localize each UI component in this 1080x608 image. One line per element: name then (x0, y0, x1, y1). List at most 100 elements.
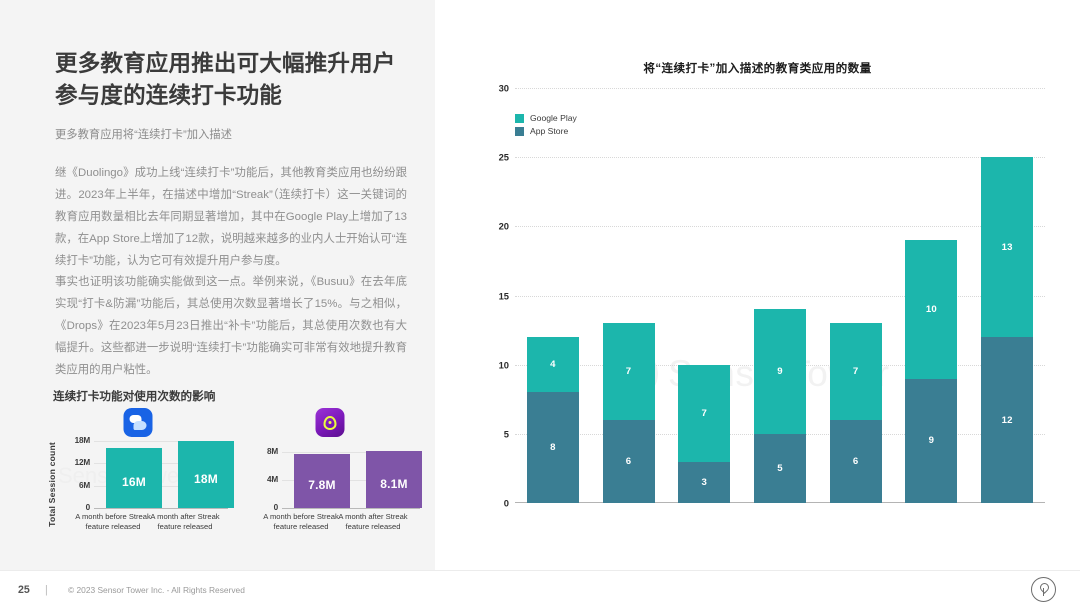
mini-chart-gridline (282, 452, 420, 454)
legend-item-google-play: Google Play (515, 113, 577, 123)
drops-app-icon (315, 408, 345, 437)
chart-y-tick-label: 5 (503, 428, 509, 440)
copyright-text: © 2023 Sensor Tower Inc. - All Rights Re… (68, 584, 245, 595)
chart-bar-group[interactable]: 10 9 (905, 240, 958, 503)
chart-bar-value-label: 9 (928, 435, 935, 447)
chart-bar-segment[interactable]: 10 (905, 240, 958, 379)
chart-bar-value-label: 3 (701, 476, 708, 488)
chart-bar-segment[interactable]: 13 (981, 157, 1034, 337)
chart-legend: Google Play App Store (515, 113, 577, 139)
chart-bar-segment[interactable]: 4 (526, 337, 579, 393)
chart-bar-segment[interactable]: 5 (754, 433, 806, 503)
chart-bar-value-label: 13 (1001, 241, 1013, 253)
footer-divider (0, 570, 1080, 571)
legend-label-google-play: Google Play (530, 113, 577, 123)
body-paragraph-1: 继《Duolingo》成功上线“连续打卡”功能后，其他教育类应用也纷纷跟进。20… (55, 167, 407, 267)
left-content-panel: 更多教育应用推出可大幅推升用户参与度的连续打卡功能 更多教育应用将“连续打卡”加… (0, 0, 435, 570)
chart-y-tick-label: 0 (503, 497, 509, 509)
chart-bar-value-label: 10 (925, 303, 937, 315)
mini-chart-gridline (94, 508, 228, 509)
mini-category-label: A month after Streak feature released (338, 512, 408, 532)
mini-chart-y-tick-label: 0 (273, 503, 279, 512)
page-title: 更多教育应用推出可大幅推升用户参与度的连续打卡功能 (55, 51, 396, 108)
mini-chart-gridline (282, 480, 420, 482)
chart-bar-segment[interactable]: 9 (905, 378, 958, 503)
chart-gridline (515, 88, 1045, 89)
chart-y-tick-label: 10 (498, 359, 509, 371)
chart-bar-segment[interactable]: 9 (754, 309, 806, 434)
chart-y-tick-label: 30 (498, 82, 509, 94)
busuu-app-icon (123, 408, 153, 437)
chart-bar-value-label: 7 (852, 366, 859, 378)
chart-bar-segment[interactable]: 12 (981, 337, 1034, 503)
chart-bar-segment[interactable]: 7 (678, 364, 731, 462)
mini-chart-bar-value-label: 8.1M (380, 476, 408, 491)
mini-chart-y-tick-label: 4M (267, 475, 278, 485)
mini-chart-bar[interactable]: 16M (106, 448, 162, 508)
mini-chart-bar[interactable]: 8.1M (366, 451, 422, 508)
mini-category-label: A month before Streak feature released (75, 512, 151, 532)
chart-bar-group[interactable]: 13 12 (981, 157, 1034, 503)
chart-bar-segment[interactable]: 6 (602, 420, 655, 503)
chart-bar-value-label: 7 (625, 366, 632, 378)
chart-bar-value-label: 4 (550, 359, 556, 371)
chart-gridline (515, 295, 1045, 297)
chart-bar-value-label: 6 (852, 456, 859, 467)
mini-charts-title: 连续打卡功能对使用次数的影响 (53, 390, 216, 403)
mini-chart-bar[interactable]: 7.8M (294, 453, 350, 508)
page-number: 25 (18, 583, 30, 596)
footer-separator: | (45, 583, 48, 596)
chart-bar-value-label: 7 (701, 407, 708, 419)
chart-gridline (515, 226, 1045, 228)
legend-item-app-store: App Store (515, 126, 577, 136)
chart-bar-value-label: 12 (1001, 414, 1013, 426)
mini-chart-busuu: Total Session count 18M 12M 6M 0 16M 18M A mo… (47, 408, 234, 540)
mini-chart-y-tick-label: 18M (74, 436, 91, 445)
mini-category-label: A month before Streak feature released (263, 512, 339, 532)
mini-chart-bar-value-label: 16M (122, 475, 146, 490)
mini-chart-bar-value-label: 18M (194, 471, 218, 486)
chart-gridline (515, 157, 1045, 159)
chart-bar-segment[interactable]: 8 (526, 392, 579, 503)
chart-bar-value-label: 5 (777, 462, 783, 474)
chart-bar-value-label: 8 (550, 442, 556, 454)
chart-y-tick-label: 15 (498, 290, 509, 301)
legend-swatch-google-play (515, 113, 524, 123)
mini-chart-bar[interactable]: 18M (178, 441, 234, 508)
chart-title: 将“连续打卡”加入描述的教育类应用的数量 (643, 62, 872, 75)
mini-chart-drops: 8M 4M 0 7.8M 8.1M A month before Streak feat… (240, 408, 422, 540)
chart-panel: 将“连续打卡”加入描述的教育类应用的数量 Google Play App Sto… (435, 0, 1080, 608)
mini-category-label: A month after Streak feature released (150, 512, 220, 532)
mini-chart-y-tick-label: 6M (79, 480, 90, 490)
chart-bar-segment[interactable]: 7 (602, 323, 655, 420)
body-paragraph-2: 事实也证明该功能确实能做到这一点。举例来说，《Busuu》在去年底实现“打卡&防… (55, 276, 407, 376)
chart-bar-segment[interactable]: 7 (829, 323, 882, 420)
mini-chart-bar-value-label: 7.8M (308, 477, 336, 492)
mini-plot-area-busuu: 18M 12M 6M 0 16M 18M (48, 436, 234, 512)
legend-swatch-app-store (515, 126, 524, 136)
chart-bar-value-label: 6 (625, 456, 632, 467)
page-footer (0, 571, 1080, 608)
chart-y-tick-label: 20 (498, 220, 509, 232)
chart-bar-segment[interactable]: 6 (829, 420, 882, 503)
chart-bar-segment[interactable]: 3 (678, 461, 731, 503)
mini-chart-y-tick-label: 12M (74, 458, 91, 468)
mini-chart-gridline (282, 508, 420, 509)
mini-chart-y-tick-label: 8M (267, 447, 278, 457)
mini-chart-gridline (94, 441, 228, 442)
mini-chart-y-tick-label: 0 (85, 503, 91, 512)
chart-bar-value-label: 9 (777, 366, 783, 378)
chart-y-tick-label: 25 (498, 151, 509, 163)
sensortower-mark-icon (1031, 577, 1056, 602)
page-subtitle: 更多教育应用将“连续打卡”加入描述 (55, 129, 232, 141)
brand-logo (1031, 571, 1056, 608)
mini-plot-area-drops: 8M 4M 0 7.8M 8.1M (240, 441, 422, 512)
